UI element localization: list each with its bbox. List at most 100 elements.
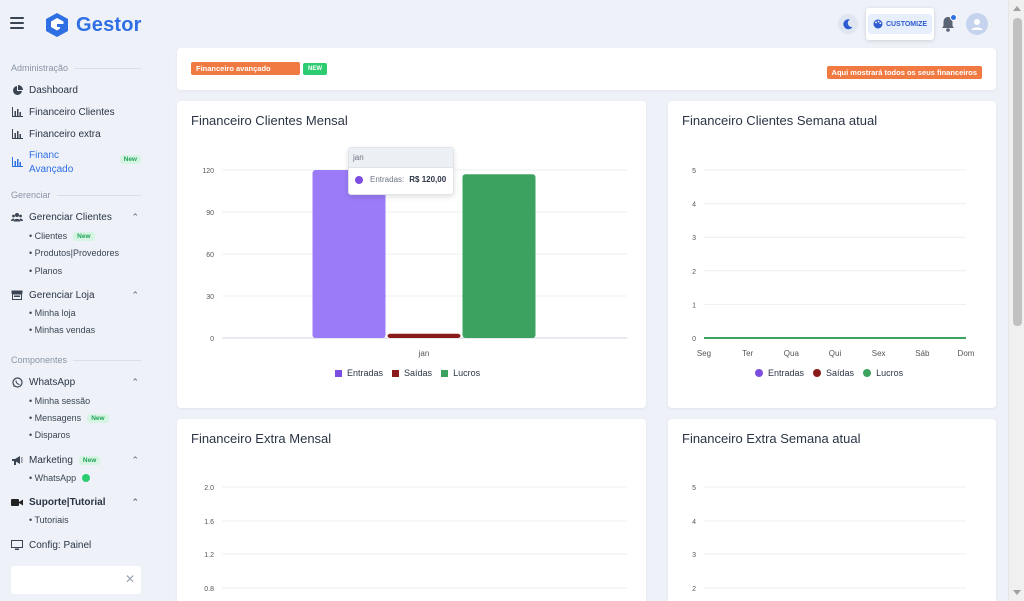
legend-item-entradas[interactable]: Entradas bbox=[755, 368, 804, 378]
tooltip-label: Entradas: bbox=[370, 175, 405, 184]
sidebar-item-financeiro-extra[interactable]: Financeiro extra bbox=[11, 128, 141, 140]
online-status-dot bbox=[82, 474, 91, 482]
x-tick-label: Dom bbox=[958, 349, 975, 358]
sidebar-item-label: WhatsApp bbox=[29, 376, 76, 388]
sidebar-item-gerenciar-clientes[interactable]: Gerenciar Clientes ⌃ bbox=[11, 211, 141, 223]
new-badge: New bbox=[87, 413, 109, 423]
legend-swatch bbox=[813, 369, 822, 377]
app-logo[interactable]: Gestor bbox=[44, 12, 142, 38]
y-tick-label: 3 bbox=[692, 235, 696, 242]
y-tick-label: 90 bbox=[206, 210, 214, 217]
legend-item-lucros[interactable]: Lucros bbox=[441, 368, 480, 378]
close-icon[interactable]: ✕ bbox=[124, 572, 135, 586]
card-title: Financeiro Extra Mensal bbox=[191, 431, 332, 446]
sidebar-item-label: Financeiro Clientes bbox=[29, 106, 115, 118]
sidebar-subitem-minha-sessao[interactable]: • Minha sessão bbox=[29, 396, 91, 406]
notification-dot bbox=[950, 14, 957, 21]
sidebar-subitem-planos[interactable]: • Planos bbox=[29, 266, 63, 276]
legend-item-saidas[interactable]: Saídas bbox=[813, 368, 854, 378]
legend-swatch bbox=[755, 369, 763, 377]
scroll-up-arrow[interactable] bbox=[1013, 6, 1021, 11]
avatar[interactable] bbox=[966, 13, 988, 35]
bar-chart-icon bbox=[11, 156, 23, 168]
whatsapp-icon bbox=[11, 376, 23, 388]
tooltip-series-dot bbox=[355, 175, 363, 184]
sidebar-item-label: Gerenciar Loja bbox=[29, 289, 95, 301]
new-badge: New bbox=[119, 155, 141, 164]
y-tick-label: 1 bbox=[692, 302, 696, 309]
dark-mode-toggle[interactable] bbox=[838, 14, 858, 34]
chart-extra-mensal: 0.8 1.2 1.6 2.0 bbox=[204, 485, 627, 593]
sidebar-search-box: ✕ bbox=[11, 566, 141, 594]
y-tick-label: 0 bbox=[692, 336, 696, 343]
section-title-gerenciar: Gerenciar bbox=[11, 190, 141, 200]
page-tag: Financeiro avançado bbox=[191, 62, 300, 75]
chart-card-clientes-semana: Financeiro Clientes Semana atual 0 1 2 3 4 5 S… bbox=[668, 101, 996, 408]
chart-extra-semana: 2 3 4 5 bbox=[692, 485, 966, 593]
sidebar-item-dashboard[interactable]: Dashboard bbox=[11, 84, 141, 96]
sidebar-item-label: Dashboard bbox=[29, 84, 78, 96]
sidebar-item-suporte[interactable]: Suporte|Tutorial ⌃ bbox=[11, 496, 141, 508]
bar-entradas bbox=[312, 170, 386, 338]
notifications-button[interactable] bbox=[940, 14, 957, 33]
scrollbar-thumb[interactable] bbox=[1013, 18, 1022, 326]
chart-card-extra-mensal: Financeiro Extra Mensal 0.8 1.2 1.6 2.0 bbox=[177, 419, 646, 601]
sidebar-item-marketing[interactable]: Marketing New ⌃ bbox=[11, 454, 141, 466]
card-title: Financeiro Clientes Semana atual bbox=[682, 113, 878, 128]
sidebar-item-financeiro-clientes[interactable]: Financeiro Clientes bbox=[11, 106, 141, 118]
scroll-down-arrow[interactable] bbox=[1013, 590, 1021, 595]
legend-item-saidas[interactable]: Saídas bbox=[392, 368, 432, 378]
card-title: Financeiro Clientes Mensal bbox=[191, 113, 348, 128]
sidebar-subitem-mensagens[interactable]: • Mensagens New bbox=[29, 413, 109, 423]
y-tick-label: 1.2 bbox=[204, 552, 214, 559]
page-scrollbar[interactable] bbox=[1008, 0, 1024, 601]
user-icon bbox=[971, 19, 983, 30]
y-tick-label: 0.8 bbox=[204, 586, 214, 593]
info-banner: Aqui mostrará todos os seus financeiros bbox=[826, 66, 982, 79]
sidebar-item-label: Financeiro extra bbox=[29, 128, 101, 140]
customize-label: CUSTOMIZE bbox=[885, 20, 928, 28]
menu-icon[interactable] bbox=[10, 17, 24, 29]
x-tick-label: Ter bbox=[742, 349, 753, 358]
sidebar-item-label: Financ bbox=[29, 150, 60, 161]
sidebar-subitem-marketing-whatsapp[interactable]: • WhatsApp bbox=[29, 473, 91, 483]
sidebar-subitem-tutoriais[interactable]: • Tutoriais bbox=[29, 515, 69, 525]
chart-card-clientes-mensal: Financeiro Clientes Mensal 0 30 60 90 120 jan… bbox=[177, 101, 646, 408]
y-tick-label: 120 bbox=[202, 168, 214, 175]
chart-clientes-semana: 0 1 2 3 4 5 Seg Ter Qua Qui Sex Sáb Dom bbox=[692, 168, 975, 358]
sidebar-item-financeiro-avancado[interactable]: Financ Avançado New bbox=[11, 149, 141, 177]
y-tick-label: 5 bbox=[692, 485, 696, 492]
sidebar-item-label: Avançado bbox=[29, 164, 74, 175]
sidebar-item-gerenciar-loja[interactable]: Gerenciar Loja ⌃ bbox=[11, 289, 141, 301]
sidebar-subitem-clientes[interactable]: • Clientes New bbox=[29, 231, 95, 241]
pie-chart-icon bbox=[11, 84, 23, 96]
y-tick-label: 60 bbox=[206, 252, 214, 259]
monitor-icon bbox=[11, 539, 23, 551]
tooltip-value: R$ 120,00 bbox=[409, 175, 447, 184]
x-tick-label: Sex bbox=[872, 349, 886, 358]
x-tick-label: Qui bbox=[829, 349, 842, 358]
sidebar-item-whatsapp[interactable]: WhatsApp ⌃ bbox=[11, 376, 141, 388]
legend-item-lucros[interactable]: Lucros bbox=[863, 368, 903, 378]
tooltip-title: jan bbox=[349, 148, 453, 168]
section-title-componentes: Componentes bbox=[11, 355, 141, 365]
y-tick-label: 2 bbox=[692, 269, 696, 276]
logo-icon bbox=[46, 13, 68, 37]
bar-chart-icon bbox=[11, 106, 23, 118]
y-tick-label: 30 bbox=[206, 294, 214, 301]
sidebar-subitem-produtos[interactable]: • Produtos|Provedores bbox=[29, 248, 120, 258]
sidebar-item-config[interactable]: Config: Painel bbox=[11, 539, 141, 551]
chevron-up-icon: ⌃ bbox=[131, 454, 139, 465]
sidebar-subitem-disparos[interactable]: • Disparos bbox=[29, 430, 71, 440]
sidebar-subitem-minhas-vendas[interactable]: • Minhas vendas bbox=[29, 325, 96, 335]
store-icon bbox=[11, 289, 23, 301]
customize-button[interactable]: CUSTOMIZE bbox=[866, 8, 934, 40]
y-tick-label: 0 bbox=[210, 336, 214, 343]
top-header: Gestor CUSTOMIZE bbox=[0, 0, 1008, 48]
chevron-up-icon: ⌃ bbox=[131, 496, 139, 507]
chart-tooltip: jan Entradas: R$ 120,00 bbox=[348, 147, 454, 195]
sidebar-search-input[interactable] bbox=[17, 566, 117, 594]
sidebar: Administração Dashboard Financeiro Clien… bbox=[0, 54, 160, 601]
legend-item-entradas[interactable]: Entradas bbox=[335, 368, 383, 378]
sidebar-subitem-minha-loja[interactable]: • Minha loja bbox=[29, 308, 76, 318]
